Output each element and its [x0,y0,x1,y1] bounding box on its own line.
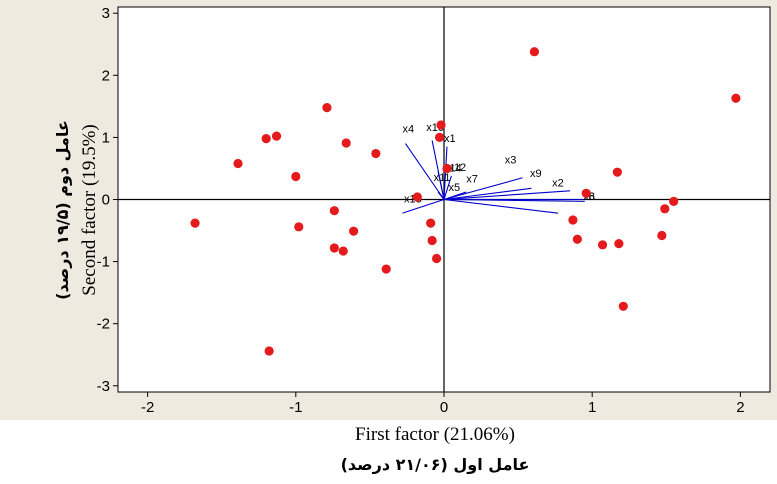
score-point [329,243,339,253]
vector-x1 [443,146,448,200]
score-point [434,132,445,143]
vector-label-x11: x11 [434,172,451,184]
score-point [426,218,436,228]
y-tick-label: 0 [102,192,110,209]
score-point [322,102,332,113]
vector-x7 [443,191,467,201]
x-axis-label-persian: عامل اول (۲۱/۰۶ درصد) [340,455,530,474]
x-tick-label: 2 [736,399,744,416]
score-point [731,93,741,103]
score-point [427,235,437,246]
score-point [612,167,622,177]
vector-x4 [405,143,445,200]
score-point [669,196,679,206]
score-point [371,148,381,159]
score-point [436,120,446,130]
score-point [572,234,582,244]
score-point [529,47,539,57]
vector-label-x7: x7 [466,174,478,186]
score-point [660,204,670,214]
y-tick-label: -2 [97,316,110,333]
score-point [264,346,274,356]
y-tick-label: 1 [102,129,110,146]
vector-label-x12: x12 [448,162,466,174]
vector-label-x4: x4 [403,123,415,135]
x-tick-label: 0 [440,399,448,416]
score-point [581,188,591,198]
vector-label-x2: x2 [552,177,564,189]
x-axis-label: First factor (21.06%) [355,424,515,445]
y-tick-label: -3 [97,378,110,395]
vector-x9 [443,187,532,201]
y-tick-label: -1 [97,254,110,271]
score-point [381,264,391,274]
score-point [568,215,578,225]
vector-label-x6: x6 [583,191,595,203]
score-point [329,206,339,216]
vector-x2 [443,190,570,201]
vector-x15 [443,198,559,214]
y-axis-label-persian: عامل دوم (۱۹/۵ درصد) [53,120,72,300]
y-tick-label: 2 [102,67,110,84]
score-point [190,218,200,228]
score-point [657,230,667,241]
score-point [614,238,624,249]
y-axis-label: Second factor (19.5%) [79,124,100,296]
x-tick-label: 1 [588,399,596,416]
score-points [190,47,741,356]
vector-label-x8: x8 [583,191,595,203]
vector-x3 [443,177,523,201]
x-tick-label: -1 [289,399,302,416]
score-point [618,301,628,311]
vector-label-x3: x3 [505,154,517,166]
score-point [338,246,348,256]
score-point [261,134,271,144]
score-point [442,163,452,174]
score-point [271,131,282,141]
x-tick-label: -2 [141,399,154,416]
score-point [597,240,608,250]
tick-labels: -2 -1 0 1 2 -3 -2 -1 0 1 2 3 [97,5,745,416]
score-point [233,158,243,169]
score-point [431,253,442,264]
score-point [349,226,359,236]
score-point [412,192,422,202]
score-point [291,171,301,182]
loading-vectors: x1x2x3x4x5x6x7x8x9x10x11x12x13x14x15 [402,122,595,214]
vector-x11 [437,191,445,200]
biplot-chart: x1x2x3x4x5x6x7x8x9x10x11x12x13x14x15 -2-… [0,0,777,420]
y-tick-label: 3 [102,5,110,22]
vector-x13 [402,198,445,214]
vector-x14 [437,171,445,200]
score-point [294,222,304,232]
vector-label-x5: x5 [448,182,460,194]
y-axis-label-group: عامل دوم (۱۹/۵ درصد) Second factor (19.5… [50,10,110,410]
vector-x12 [443,175,452,200]
vector-label-x9: x9 [530,168,542,180]
vector-label-x1: x1 [444,133,456,145]
score-point [341,138,351,148]
